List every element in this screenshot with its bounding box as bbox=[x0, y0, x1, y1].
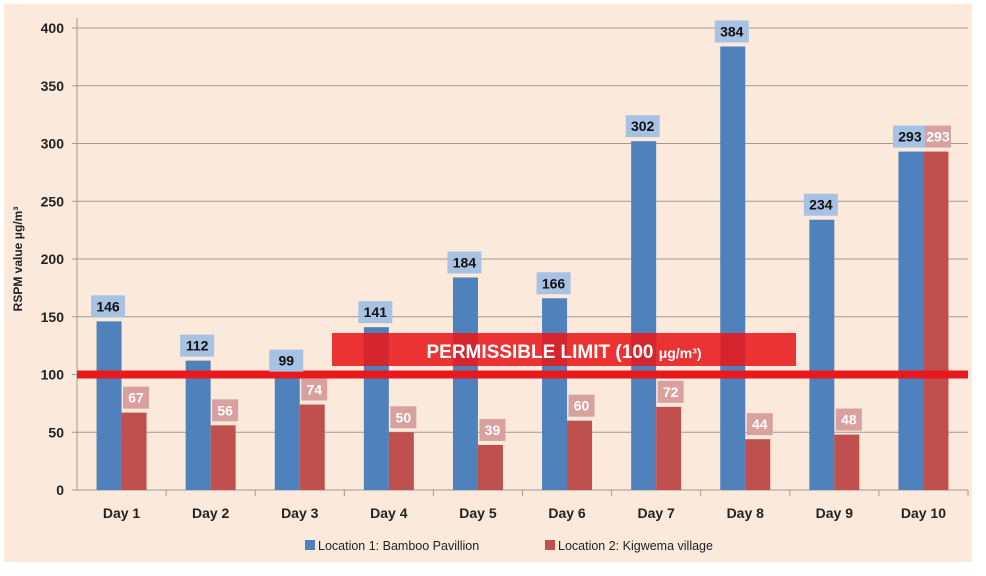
y-axis-label: RSPM value μg/m³ bbox=[11, 207, 25, 312]
bar-2 bbox=[745, 439, 771, 490]
data-label: 48 bbox=[841, 412, 857, 428]
data-label-bg bbox=[269, 349, 304, 372]
bar-2 bbox=[210, 425, 236, 490]
permissible-limit-line bbox=[77, 370, 968, 379]
data-label-bg bbox=[892, 125, 927, 148]
data-label: 60 bbox=[574, 398, 590, 414]
data-label-bg bbox=[924, 125, 951, 148]
data-label-bg bbox=[568, 394, 595, 417]
data-label: 39 bbox=[485, 422, 501, 438]
y-tick-label: 200 bbox=[41, 251, 65, 267]
data-label: 74 bbox=[306, 382, 322, 398]
data-label-bg bbox=[625, 115, 660, 138]
data-label: 112 bbox=[186, 338, 209, 354]
data-label-bg bbox=[212, 399, 239, 422]
y-tick-label: 350 bbox=[41, 78, 65, 94]
x-tick-label: Day 8 bbox=[727, 505, 765, 521]
data-label-bg bbox=[390, 406, 417, 429]
y-tick-label: 150 bbox=[41, 309, 65, 325]
data-label: 99 bbox=[278, 353, 294, 369]
bar-2 bbox=[121, 412, 147, 490]
data-label-bg bbox=[536, 272, 571, 295]
data-label: 72 bbox=[663, 384, 679, 400]
y-tick-label: 100 bbox=[41, 367, 65, 383]
bar-2 bbox=[923, 151, 949, 490]
bar-1 bbox=[542, 298, 568, 490]
y-tick-label: 400 bbox=[41, 20, 65, 36]
data-label-bg bbox=[123, 386, 150, 409]
data-label: 141 bbox=[364, 304, 388, 320]
data-label: 56 bbox=[217, 402, 233, 418]
x-tick-label: Day 2 bbox=[192, 505, 230, 521]
data-label-bg bbox=[657, 380, 684, 403]
bar-2 bbox=[299, 404, 325, 490]
bar-1 bbox=[185, 360, 211, 490]
data-label: 302 bbox=[631, 118, 655, 134]
data-label-bg bbox=[714, 20, 749, 43]
bar-1 bbox=[720, 46, 746, 490]
bar-2 bbox=[388, 432, 414, 490]
data-label-bg bbox=[746, 413, 773, 436]
y-tick-label: 0 bbox=[56, 482, 64, 498]
legend-label: Location 2: Kigwema village bbox=[558, 539, 713, 553]
data-label: 293 bbox=[926, 129, 950, 145]
bar-1 bbox=[274, 375, 300, 490]
y-tick-label: 300 bbox=[41, 136, 65, 152]
data-label: 146 bbox=[96, 298, 120, 314]
x-tick-label: Day 5 bbox=[459, 505, 497, 521]
bar-2 bbox=[834, 434, 860, 490]
bar-1 bbox=[898, 151, 924, 490]
legend-label: Location 1: Bamboo Pavillion bbox=[318, 539, 479, 553]
data-label: 234 bbox=[809, 197, 833, 213]
data-label: 184 bbox=[453, 254, 477, 270]
bar-2 bbox=[477, 444, 503, 490]
x-tick-label: Day 9 bbox=[816, 505, 854, 521]
bar-1 bbox=[452, 277, 478, 490]
x-tick-label: Day 7 bbox=[637, 505, 675, 521]
bar-1 bbox=[96, 321, 122, 490]
data-label: 384 bbox=[720, 23, 744, 39]
bar-2 bbox=[656, 406, 682, 490]
bar-1 bbox=[809, 219, 835, 491]
data-label: 44 bbox=[752, 416, 768, 432]
data-label: 293 bbox=[898, 129, 922, 145]
legend-swatch bbox=[305, 540, 315, 550]
data-label-bg bbox=[91, 295, 126, 318]
data-label-bg bbox=[835, 408, 862, 431]
x-tick-label: Day 1 bbox=[103, 505, 141, 521]
data-label-bg bbox=[447, 251, 482, 274]
data-label: 67 bbox=[128, 390, 144, 406]
legend-swatch bbox=[545, 540, 555, 550]
data-label-bg bbox=[803, 193, 838, 216]
data-label-bg bbox=[180, 334, 215, 357]
y-tick-label: 250 bbox=[41, 193, 65, 209]
data-label-bg bbox=[479, 418, 506, 441]
x-tick-label: Day 3 bbox=[281, 505, 319, 521]
x-tick-label: Day 10 bbox=[901, 505, 946, 521]
bar-2 bbox=[567, 420, 593, 490]
data-label-bg bbox=[301, 378, 328, 401]
bar-1 bbox=[631, 141, 657, 490]
x-tick-label: Day 4 bbox=[370, 505, 408, 521]
y-tick-label: 50 bbox=[48, 424, 64, 440]
data-label: 50 bbox=[396, 409, 412, 425]
limit-banner bbox=[332, 333, 796, 366]
limit-banner-text: PERMISSIBLE LIMIT (100 μg/m³) bbox=[426, 342, 701, 363]
data-label: 166 bbox=[542, 275, 566, 291]
data-label-bg bbox=[358, 301, 393, 324]
x-tick-label: Day 6 bbox=[548, 505, 586, 521]
